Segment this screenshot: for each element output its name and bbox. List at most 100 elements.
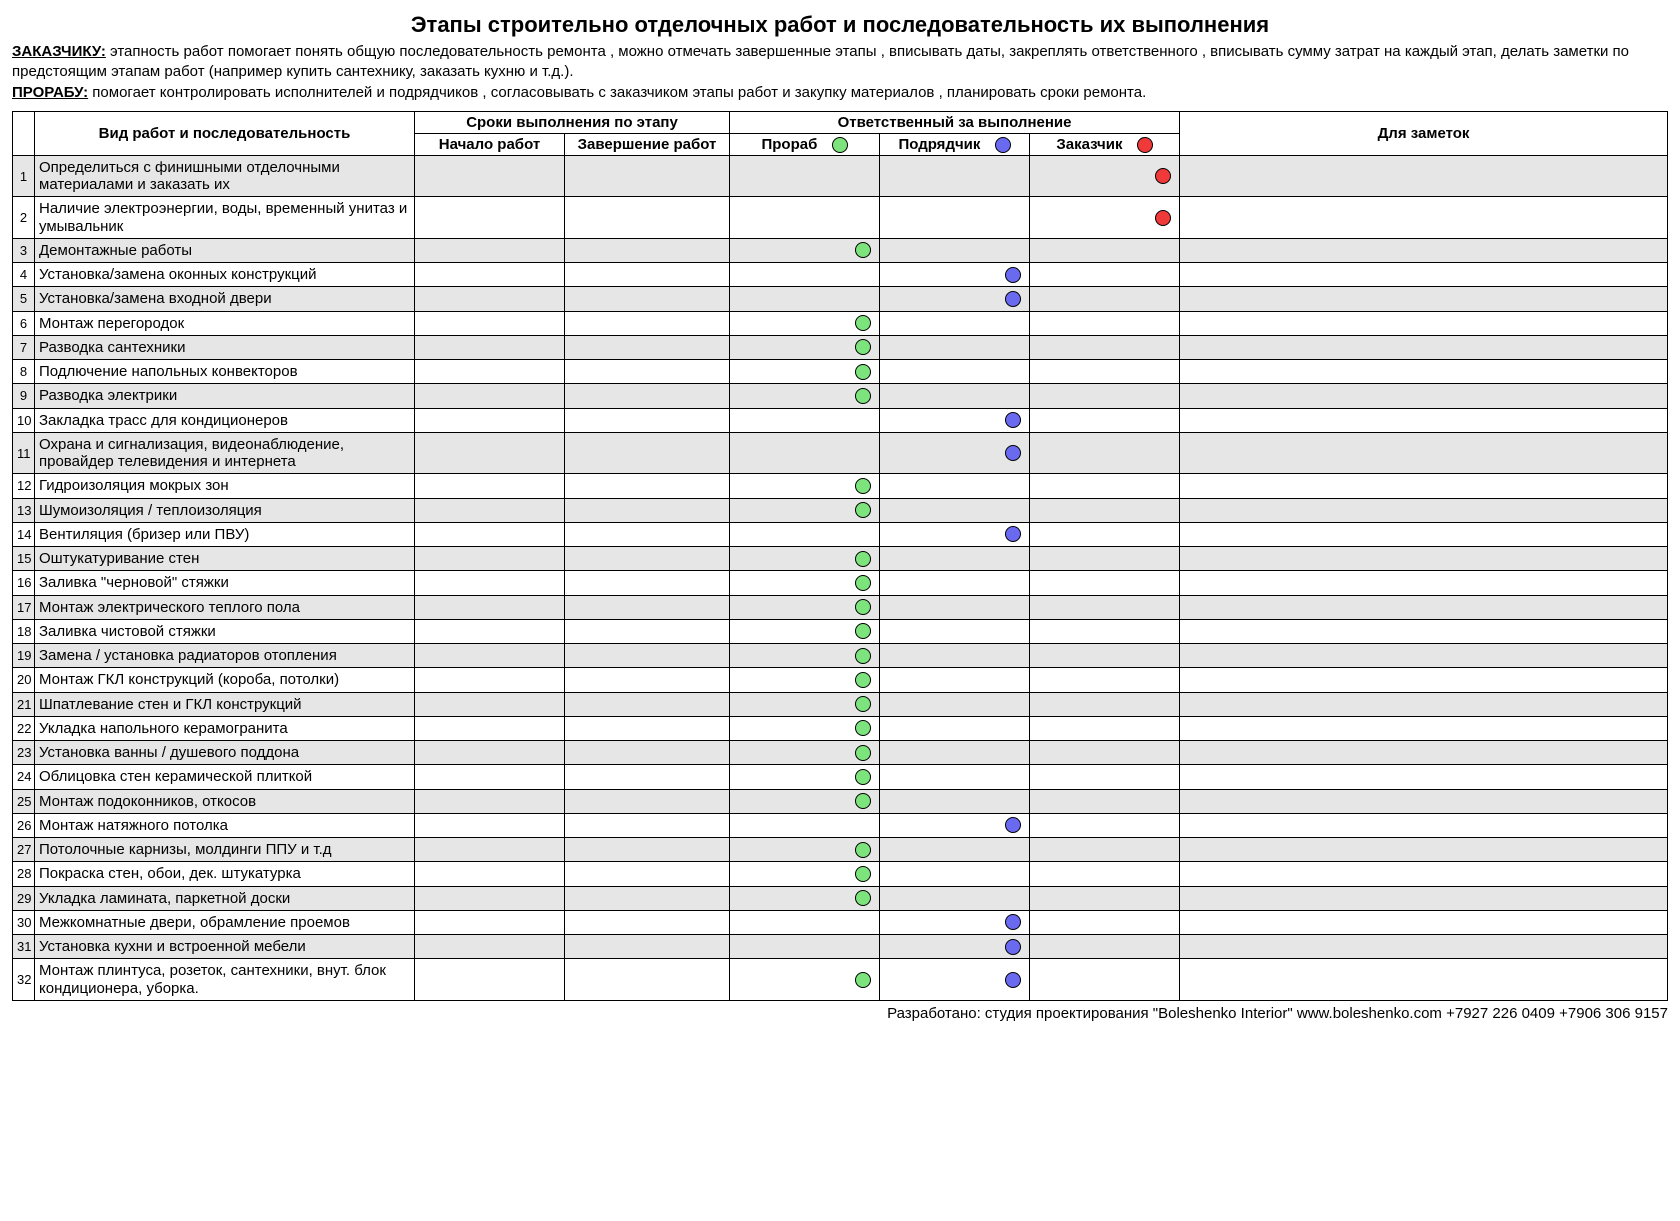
- row-resp-customer[interactable]: [1030, 862, 1180, 886]
- row-resp-contractor[interactable]: [880, 765, 1030, 789]
- row-resp-customer[interactable]: [1030, 716, 1180, 740]
- row-resp-customer[interactable]: [1030, 263, 1180, 287]
- row-end[interactable]: [565, 384, 730, 408]
- row-end[interactable]: [565, 263, 730, 287]
- row-resp-foreman[interactable]: [730, 547, 880, 571]
- row-resp-customer[interactable]: [1030, 408, 1180, 432]
- row-resp-contractor[interactable]: [880, 498, 1030, 522]
- row-start[interactable]: [415, 886, 565, 910]
- row-end[interactable]: [565, 765, 730, 789]
- row-end[interactable]: [565, 432, 730, 474]
- row-resp-customer[interactable]: [1030, 741, 1180, 765]
- row-resp-foreman[interactable]: [730, 692, 880, 716]
- row-notes[interactable]: [1180, 571, 1668, 595]
- row-start[interactable]: [415, 741, 565, 765]
- row-resp-contractor[interactable]: [880, 959, 1030, 1001]
- row-end[interactable]: [565, 155, 730, 197]
- row-end[interactable]: [565, 197, 730, 239]
- row-notes[interactable]: [1180, 263, 1668, 287]
- row-notes[interactable]: [1180, 498, 1668, 522]
- row-resp-contractor[interactable]: [880, 886, 1030, 910]
- row-resp-contractor[interactable]: [880, 547, 1030, 571]
- row-resp-customer[interactable]: [1030, 474, 1180, 498]
- row-resp-foreman[interactable]: [730, 595, 880, 619]
- row-resp-customer[interactable]: [1030, 547, 1180, 571]
- row-resp-contractor[interactable]: [880, 432, 1030, 474]
- row-start[interactable]: [415, 838, 565, 862]
- row-end[interactable]: [565, 935, 730, 959]
- row-resp-customer[interactable]: [1030, 813, 1180, 837]
- row-resp-foreman[interactable]: [730, 644, 880, 668]
- row-resp-customer[interactable]: [1030, 935, 1180, 959]
- row-notes[interactable]: [1180, 384, 1668, 408]
- row-resp-customer[interactable]: [1030, 335, 1180, 359]
- row-notes[interactable]: [1180, 197, 1668, 239]
- row-resp-customer[interactable]: [1030, 668, 1180, 692]
- row-end[interactable]: [565, 692, 730, 716]
- row-resp-contractor[interactable]: [880, 619, 1030, 643]
- row-notes[interactable]: [1180, 765, 1668, 789]
- row-start[interactable]: [415, 692, 565, 716]
- row-resp-foreman[interactable]: [730, 155, 880, 197]
- row-resp-contractor[interactable]: [880, 408, 1030, 432]
- row-notes[interactable]: [1180, 155, 1668, 197]
- row-resp-contractor[interactable]: [880, 813, 1030, 837]
- row-start[interactable]: [415, 813, 565, 837]
- row-start[interactable]: [415, 155, 565, 197]
- row-resp-foreman[interactable]: [730, 765, 880, 789]
- row-resp-foreman[interactable]: [730, 408, 880, 432]
- row-end[interactable]: [565, 595, 730, 619]
- row-notes[interactable]: [1180, 238, 1668, 262]
- row-resp-customer[interactable]: [1030, 959, 1180, 1001]
- row-notes[interactable]: [1180, 959, 1668, 1001]
- row-resp-contractor[interactable]: [880, 910, 1030, 934]
- row-resp-contractor[interactable]: [880, 644, 1030, 668]
- row-notes[interactable]: [1180, 408, 1668, 432]
- row-resp-customer[interactable]: [1030, 155, 1180, 197]
- row-resp-foreman[interactable]: [730, 959, 880, 1001]
- row-end[interactable]: [565, 238, 730, 262]
- row-resp-foreman[interactable]: [730, 741, 880, 765]
- row-resp-contractor[interactable]: [880, 238, 1030, 262]
- row-notes[interactable]: [1180, 935, 1668, 959]
- row-end[interactable]: [565, 522, 730, 546]
- row-resp-contractor[interactable]: [880, 384, 1030, 408]
- row-notes[interactable]: [1180, 741, 1668, 765]
- row-resp-foreman[interactable]: [730, 384, 880, 408]
- row-resp-contractor[interactable]: [880, 692, 1030, 716]
- row-resp-contractor[interactable]: [880, 360, 1030, 384]
- row-resp-contractor[interactable]: [880, 263, 1030, 287]
- row-resp-contractor[interactable]: [880, 571, 1030, 595]
- row-resp-foreman[interactable]: [730, 474, 880, 498]
- row-resp-foreman[interactable]: [730, 910, 880, 934]
- row-resp-foreman[interactable]: [730, 287, 880, 311]
- row-resp-customer[interactable]: [1030, 886, 1180, 910]
- row-notes[interactable]: [1180, 692, 1668, 716]
- row-end[interactable]: [565, 886, 730, 910]
- row-end[interactable]: [565, 716, 730, 740]
- row-end[interactable]: [565, 838, 730, 862]
- row-resp-foreman[interactable]: [730, 935, 880, 959]
- row-start[interactable]: [415, 522, 565, 546]
- row-notes[interactable]: [1180, 360, 1668, 384]
- row-notes[interactable]: [1180, 886, 1668, 910]
- row-notes[interactable]: [1180, 862, 1668, 886]
- row-end[interactable]: [565, 741, 730, 765]
- row-end[interactable]: [565, 910, 730, 934]
- row-end[interactable]: [565, 360, 730, 384]
- row-resp-foreman[interactable]: [730, 522, 880, 546]
- row-end[interactable]: [565, 619, 730, 643]
- row-resp-contractor[interactable]: [880, 287, 1030, 311]
- row-end[interactable]: [565, 498, 730, 522]
- row-resp-customer[interactable]: [1030, 238, 1180, 262]
- row-resp-foreman[interactable]: [730, 311, 880, 335]
- row-end[interactable]: [565, 311, 730, 335]
- row-end[interactable]: [565, 959, 730, 1001]
- row-resp-contractor[interactable]: [880, 522, 1030, 546]
- row-end[interactable]: [565, 644, 730, 668]
- row-start[interactable]: [415, 644, 565, 668]
- row-start[interactable]: [415, 474, 565, 498]
- row-start[interactable]: [415, 498, 565, 522]
- row-notes[interactable]: [1180, 287, 1668, 311]
- row-start[interactable]: [415, 384, 565, 408]
